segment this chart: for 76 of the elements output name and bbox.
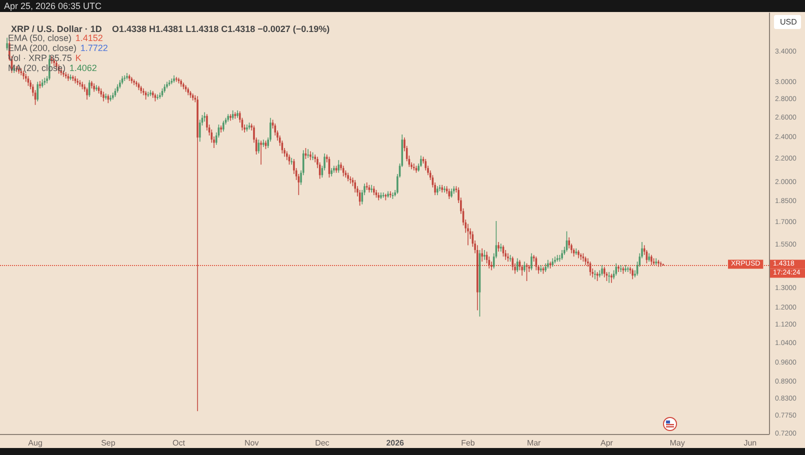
candlestick bbox=[580, 252, 582, 260]
candlestick bbox=[627, 266, 629, 272]
x-tick-label: May bbox=[670, 438, 685, 448]
candlestick bbox=[246, 124, 248, 132]
candlestick bbox=[594, 270, 596, 280]
candlestick bbox=[102, 91, 104, 102]
candlestick bbox=[603, 266, 606, 278]
candlestick bbox=[467, 224, 469, 246]
candlestick bbox=[307, 148, 309, 158]
x-tick-label: Jun bbox=[744, 438, 757, 448]
x-tick-label: Dec bbox=[315, 438, 330, 448]
candlestick bbox=[500, 243, 502, 252]
candlestick bbox=[420, 155, 422, 168]
x-tick-label: Aug bbox=[28, 438, 42, 448]
x-tick-label: Feb bbox=[461, 438, 476, 448]
candlestick bbox=[540, 264, 542, 272]
text: XRP / U.S. Dollar · 1D bbox=[11, 24, 102, 34]
candlestick bbox=[450, 188, 452, 198]
candlestick bbox=[632, 268, 634, 280]
candlestick bbox=[524, 261, 526, 272]
candlestick bbox=[354, 180, 356, 193]
candlestick bbox=[366, 182, 368, 190]
candlestick bbox=[338, 160, 340, 174]
candlestick bbox=[516, 258, 518, 272]
text: Apr 25, 2026 06:35 UTC bbox=[4, 1, 102, 12]
candlestick bbox=[124, 74, 126, 82]
x-tick-label: Oct bbox=[172, 438, 186, 448]
candlestick bbox=[24, 73, 27, 82]
candlestick bbox=[615, 262, 618, 276]
candlestick bbox=[530, 252, 532, 271]
x-tick-label: Sep bbox=[101, 438, 116, 448]
candlestick bbox=[36, 81, 39, 102]
candlestick bbox=[650, 254, 652, 266]
candlestick bbox=[444, 186, 446, 193]
x-tick-label: Mar bbox=[526, 438, 542, 448]
candlestick bbox=[79, 80, 81, 88]
candlestick bbox=[498, 242, 500, 252]
candlestick bbox=[601, 264, 603, 276]
candlestick bbox=[86, 87, 88, 100]
candlestick bbox=[507, 252, 509, 262]
candlestick bbox=[608, 272, 610, 284]
candlestick bbox=[222, 120, 224, 132]
candlestick bbox=[204, 112, 206, 122]
candlestick bbox=[412, 163, 415, 171]
candlestick bbox=[310, 150, 312, 160]
candlestick bbox=[484, 250, 486, 260]
candlestick bbox=[110, 94, 112, 102]
candlestick bbox=[554, 256, 556, 264]
candlestick bbox=[39, 80, 41, 89]
candlestick bbox=[175, 76, 178, 82]
candlestick bbox=[198, 119, 201, 142]
candlestick bbox=[126, 72, 128, 80]
candlestick bbox=[88, 80, 90, 98]
candlestick bbox=[526, 262, 528, 282]
candlestick bbox=[142, 88, 144, 96]
candlestick bbox=[6, 37, 8, 51]
candlestick bbox=[370, 184, 372, 193]
x-tick-label: Apr bbox=[600, 438, 614, 448]
y-axis-title: USD bbox=[780, 18, 798, 26]
candlestick bbox=[655, 258, 658, 266]
candlestick bbox=[624, 264, 626, 272]
text: O1.4338 H1.4381 L1.4318 C1.4318 −0.0027 (−0.19%) bbox=[112, 24, 330, 34]
candlestick bbox=[290, 157, 293, 166]
annotation: EMA (50, close) 1.4152 bbox=[8, 33, 103, 43]
candlestick bbox=[658, 260, 660, 268]
x-tick-label: Nov bbox=[244, 438, 259, 448]
candlestick bbox=[452, 186, 455, 194]
candlestick bbox=[76, 78, 79, 86]
candlestick bbox=[260, 140, 262, 166]
x-tick-label: 2026 bbox=[386, 438, 405, 448]
candlestick bbox=[618, 264, 620, 272]
candlestick bbox=[561, 250, 563, 260]
candlestick bbox=[610, 273, 612, 284]
candlestick bbox=[156, 94, 158, 100]
candlestick bbox=[481, 248, 483, 262]
candlestick bbox=[220, 125, 222, 133]
